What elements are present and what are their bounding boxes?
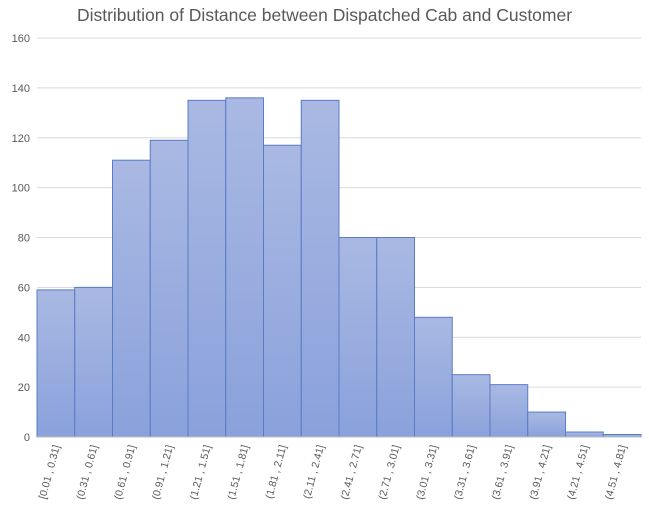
bar <box>565 431 604 438</box>
bar <box>112 159 151 438</box>
bar <box>414 316 453 438</box>
bar <box>338 237 378 438</box>
bar <box>489 384 529 438</box>
y-axis-ticks: 0 20 40 60 80 100 120 140 160 <box>12 33 30 444</box>
x-tick-label: (4.21 , 4.51] <box>565 444 591 501</box>
bar <box>225 97 264 438</box>
x-tick-label: (1.81 , 2.11] <box>263 444 289 501</box>
bar <box>300 99 340 438</box>
y-tick-label: 120 <box>12 133 30 145</box>
x-tick-label: (3.91 , 4.21] <box>527 444 553 501</box>
bar <box>149 139 189 438</box>
bar <box>376 237 415 438</box>
x-tick-label: (3.61 , 3.91] <box>490 444 516 501</box>
x-axis-ticks: [0.01 , 0.31] (0.31 , 0.61] (0.61 , 0.91] (… <box>37 444 629 501</box>
x-tick-label: (4.51 , 4.81] <box>603 444 629 501</box>
x-tick-label: (1.21 , 1.51] <box>188 444 214 501</box>
bar <box>36 289 76 438</box>
chart-title: Distribution of Distance between Dispatc… <box>76 5 573 25</box>
bar <box>263 144 302 438</box>
x-tick-label: (0.31 , 0.61] <box>74 444 100 501</box>
y-tick-label: 80 <box>18 233 30 245</box>
y-tick-label: 100 <box>12 183 30 195</box>
x-tick-label: (1.51 , 1.81] <box>225 444 251 501</box>
x-tick-label: [0.01 , 0.31] <box>37 444 63 501</box>
y-tick-label: 40 <box>18 332 30 344</box>
bar <box>187 99 227 438</box>
y-tick-label: 160 <box>12 33 30 45</box>
bar <box>527 411 566 438</box>
x-tick-label: (2.71 , 3.01] <box>376 444 402 501</box>
y-tick-label: 140 <box>12 83 30 95</box>
y-tick-label: 60 <box>18 282 30 294</box>
x-tick-label: (2.41 , 2.71] <box>339 444 365 501</box>
bar <box>74 286 113 438</box>
x-tick-label: (0.91 , 1.21] <box>150 444 176 501</box>
y-tick-label: 20 <box>18 382 30 394</box>
bar <box>451 374 491 438</box>
x-tick-label: (0.61 , 0.91] <box>112 444 138 501</box>
x-tick-label: (3.31 , 3.61] <box>452 444 478 501</box>
y-tick-label: 0 <box>24 432 30 444</box>
bars <box>36 97 642 438</box>
x-tick-label: (3.01 , 3.31] <box>414 444 440 501</box>
x-tick-label: (2.11 , 2.41] <box>301 444 327 501</box>
